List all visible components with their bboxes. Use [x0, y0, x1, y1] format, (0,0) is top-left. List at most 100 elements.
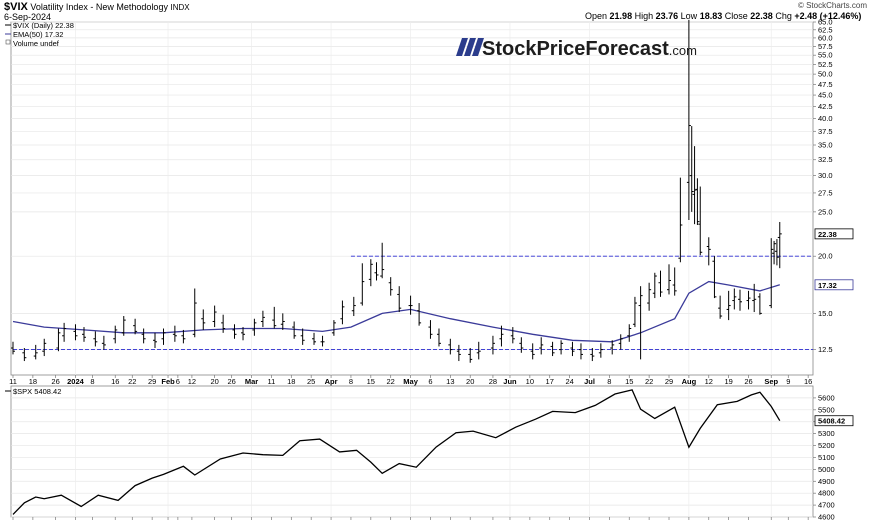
- spx-y-tick-label: 5500: [818, 405, 835, 414]
- vix-y-tick-label: 65.0: [818, 18, 833, 27]
- ohlc-bar: [374, 262, 379, 281]
- high-label: High: [634, 11, 654, 21]
- vix-x-tick-label: 9: [786, 377, 790, 386]
- ohlc-bar: [647, 282, 652, 311]
- vix-x-tick-label: 25: [307, 377, 315, 386]
- ohlc-bar: [408, 295, 413, 315]
- vix-x-tick-label: 17: [546, 377, 554, 386]
- vix-x-tick-label: 8: [607, 377, 611, 386]
- ohlc-bar: [667, 264, 672, 295]
- vix-x-tick-label: 20: [466, 377, 474, 386]
- spx-grid: [11, 386, 813, 518]
- vix-y-tick-label: 27.5: [818, 188, 833, 197]
- ohlc-bar: [632, 296, 637, 328]
- ohlc-bar: [490, 335, 495, 355]
- vix-x-tick-label: Sep: [764, 377, 778, 386]
- ohlc-bar: [33, 344, 38, 360]
- vix-x-tick-label: 18: [287, 377, 295, 386]
- ohlc-bar: [774, 239, 779, 266]
- ohlc-bar: [692, 146, 697, 225]
- spx-line: [12, 389, 781, 515]
- ohlc-bar: [752, 283, 757, 313]
- ohlc-bar: [241, 327, 246, 341]
- exchange-label: INDX: [170, 3, 190, 12]
- high-value: 23.76: [655, 11, 679, 21]
- ohlc-bar: [121, 316, 126, 336]
- ohlc-bar: [712, 256, 717, 299]
- value-tags: 22.38 17.32 5408.42: [814, 228, 854, 427]
- ohlc-bar: [678, 177, 683, 263]
- ema-50-line: [12, 280, 780, 343]
- ema-line: [12, 280, 780, 343]
- svg-text:StockPriceForecast.com: StockPriceForecast.com: [482, 38, 697, 60]
- vix-x-axis: 11 18 26 2024 8 16 22 29 Feb 6 12 20 26 Mar 11 18 25 Apr 8…: [9, 375, 812, 386]
- vix-x-tick-label: 8: [90, 377, 94, 386]
- vix-x-tick-label: Feb: [161, 377, 175, 386]
- ohlc-bar: [738, 289, 743, 311]
- ohlc-bar: [499, 325, 504, 347]
- vix-x-tick-label: Jul: [584, 377, 595, 386]
- ohlc-bar: [221, 314, 226, 333]
- spx-y-tick-label: 5300: [818, 429, 835, 438]
- vix-x-tick-label: 29: [148, 377, 156, 386]
- spx-panel-frame: [10, 385, 814, 518]
- ohlc-bar: [300, 328, 305, 345]
- logo-stripes-icon: [456, 38, 484, 56]
- ohlc-bar: [618, 334, 623, 350]
- spx-y-tick-label: 4800: [818, 489, 835, 498]
- spx-y-tick-label: 5000: [818, 465, 835, 474]
- vix-x-tick-label: 16: [804, 377, 812, 386]
- ohlc-bar: [212, 305, 217, 328]
- ohlc-bar: [380, 242, 385, 279]
- ohlc-bar: [769, 238, 774, 309]
- vix-y-tick-label: 42.5: [818, 102, 833, 111]
- open-label: Open: [585, 11, 608, 21]
- ohlc-bar: [331, 320, 336, 336]
- ohlc-bar: [42, 338, 47, 357]
- stockpriceforecast-logo: StockPriceForecast.com: [456, 38, 697, 60]
- vix-x-tick-label: 19: [724, 377, 732, 386]
- spx-last-value-tag: 5408.42: [818, 417, 845, 426]
- ohlc-readout: Open 21.98 High 23.76 Low 18.83 Close 22…: [585, 11, 861, 21]
- vix-legend: $VIX (Daily) 22.38 EMA(50) 17.32 Volume …: [5, 21, 74, 48]
- legend-ema: EMA(50) 17.32: [13, 30, 63, 39]
- vix-y-tick-label: 55.0: [818, 51, 833, 60]
- ohlc-bar: [192, 288, 197, 338]
- vix-y-tick-label: 20.0: [818, 252, 833, 261]
- stockcharts-credit: © StockCharts.com: [797, 1, 867, 10]
- close-label: Close: [724, 11, 748, 21]
- vix-x-tick-label: Mar: [245, 377, 258, 386]
- ohlc-bar: [232, 324, 237, 339]
- ohlc-bar: [292, 321, 297, 339]
- chg-value: +2.48 (+12.46%): [794, 11, 862, 21]
- ohlc-bar: [133, 318, 138, 335]
- ohlc-bar: [686, 19, 691, 220]
- ohlc-bar: [652, 272, 657, 299]
- ohlc-bar: [590, 348, 595, 362]
- ohlc-bar: [570, 341, 575, 357]
- close-value: 22.38: [750, 11, 773, 21]
- vix-y-tick-label: 52.5: [818, 60, 833, 69]
- spx-last-value-tag-box: [814, 415, 854, 427]
- vix-x-tick-label: 6: [428, 377, 432, 386]
- vix-x-tick-label: Jun: [503, 377, 517, 386]
- chart-date: 6-Sep-2024: [4, 12, 52, 22]
- ohlc-bar: [519, 337, 524, 353]
- legend-vix: $VIX (Daily) 22.38: [13, 21, 74, 30]
- ohlc-bar: [272, 306, 277, 329]
- spx-y-tick-label: 4900: [818, 477, 835, 486]
- ohlc-bar: [62, 322, 67, 342]
- ohlc-bar: [598, 343, 603, 358]
- horizontal-reference-lines: [13, 255, 813, 351]
- vix-last-value-tag: 22.38: [818, 230, 837, 239]
- ohlc-bar: [732, 288, 737, 310]
- vix-x-tick-label: 15: [367, 377, 375, 386]
- ohlc-bar: [757, 293, 762, 315]
- ohlc-bar: [539, 337, 544, 355]
- ohlc-bar: [93, 331, 98, 347]
- open-value: 21.98: [609, 11, 633, 21]
- ohlc-bar: [280, 313, 285, 330]
- vix-x-tick-label: 11: [268, 377, 276, 386]
- vix-x-tick-label: 22: [128, 377, 136, 386]
- ohlc-bar: [428, 320, 433, 339]
